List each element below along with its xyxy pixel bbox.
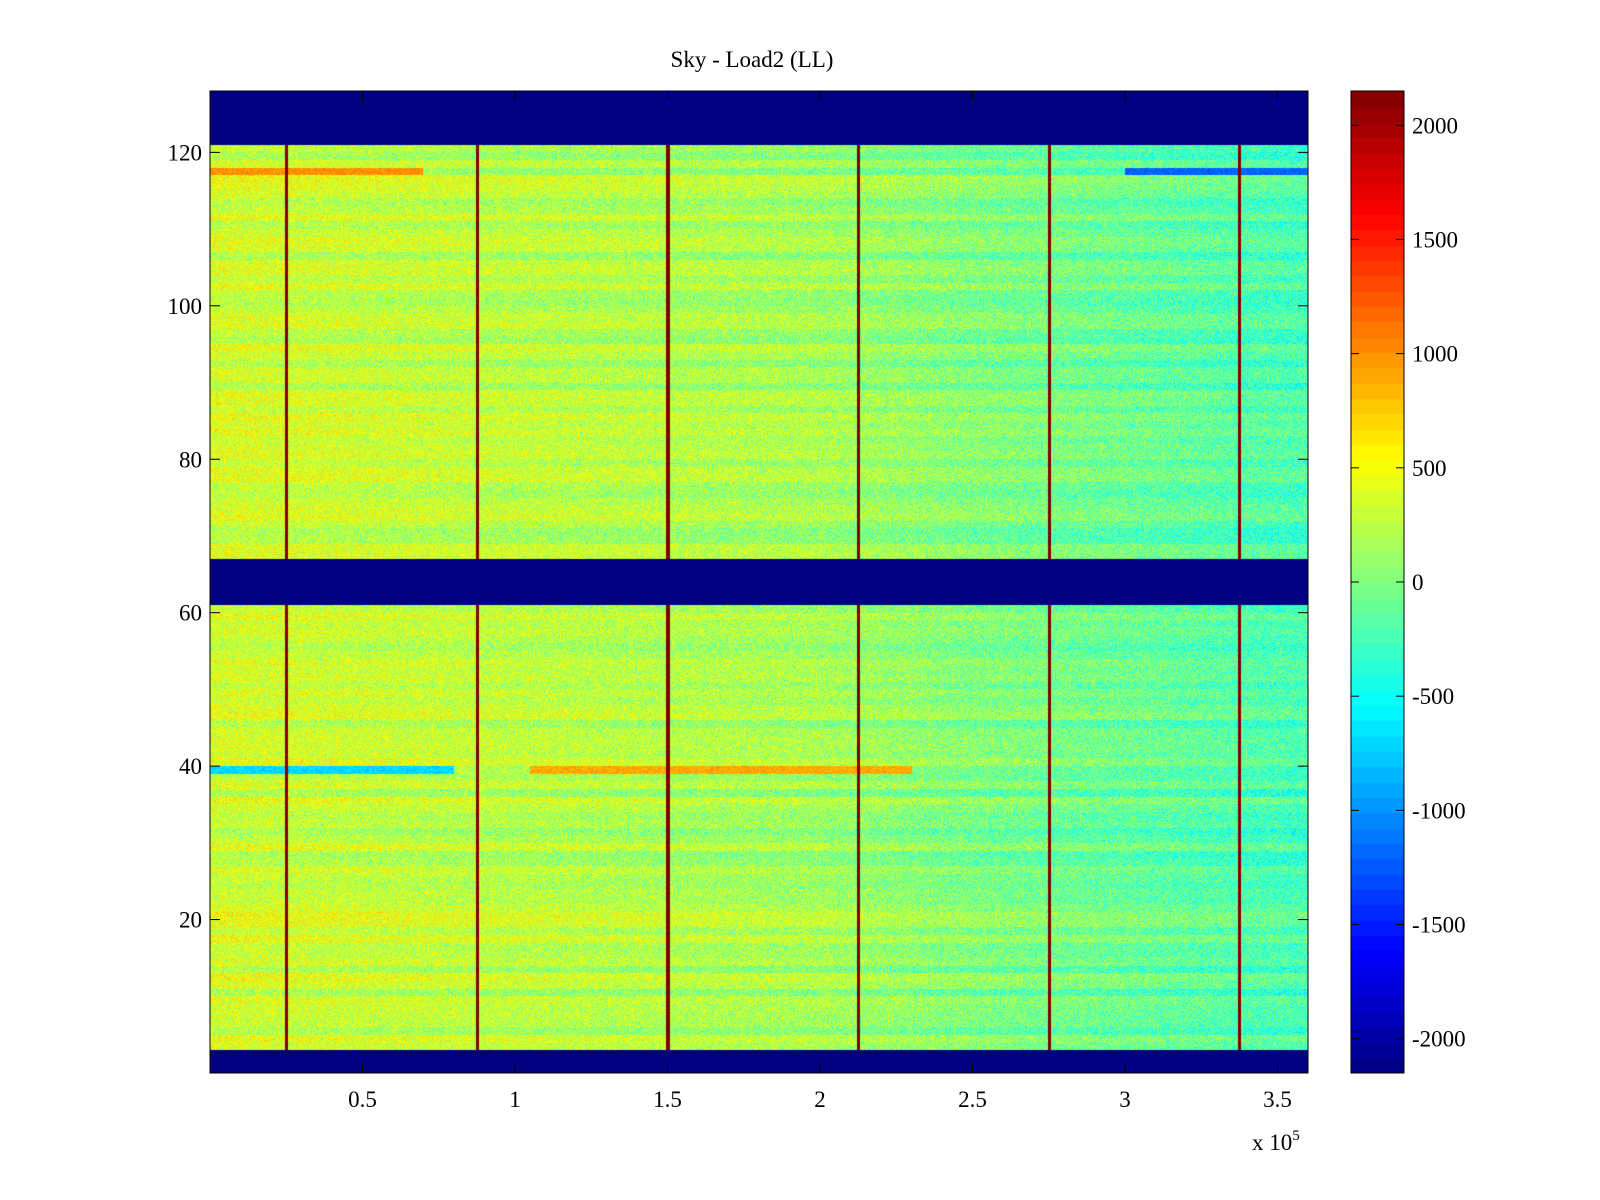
chart-title: Sky - Load2 (LL) (671, 47, 834, 72)
colorbar-tick-label-6: -1000 (1412, 798, 1466, 823)
colorbar: 2000 1500 1000 500 0 -500 -1000 -1500 -2000 (1350, 90, 1466, 1074)
colorbar-tick-label-8: -2000 (1412, 1027, 1466, 1052)
colorbar-tick-label-1: 1500 (1412, 227, 1458, 252)
x-multiplier-base: x 10 (1252, 1130, 1292, 1155)
svg-text:x 105: x 105 (1252, 1128, 1300, 1155)
x-tick-label-2: 1.5 (653, 1087, 682, 1112)
colorbar-tick-label-0: 2000 (1412, 113, 1458, 138)
colorbar-tick-label-5: -500 (1412, 684, 1454, 709)
x-tick-label-3: 2 (814, 1087, 826, 1112)
colorbar-tick-label-3: 500 (1412, 456, 1447, 481)
colorbar-tick-label-4: 0 (1412, 570, 1424, 595)
y-axis-ticks: 20 40 60 80 100 120 (168, 140, 1308, 933)
colorbar-ticks: 2000 1500 1000 500 0 -500 -1000 -1500 -2000 (1351, 113, 1466, 1052)
heatmap-plot: 0.5 1 1.5 2 2.5 3 3.5 20 40 60 80 100 120 x 105 (168, 90, 1309, 1155)
y-tick-label-0: 20 (179, 908, 202, 933)
colorbar-gradient (1351, 91, 1404, 1073)
x-multiplier-exponent: 5 (1292, 1128, 1300, 1144)
y-tick-label-5: 120 (168, 140, 203, 165)
x-tick-label-1: 1 (509, 1087, 521, 1112)
colorbar-tick-label-7: -1500 (1412, 913, 1466, 938)
plot-frame (209, 90, 1309, 1074)
x-tick-label-5: 3 (1119, 1087, 1131, 1112)
colorbar-tick-label-2: 1000 (1412, 342, 1458, 367)
y-tick-label-4: 100 (168, 294, 203, 319)
x-tick-label-0: 0.5 (348, 1087, 377, 1112)
heatmap-image (210, 91, 1308, 1073)
x-tick-label-6: 3.5 (1263, 1087, 1292, 1112)
x-axis-multiplier: x 105 (1252, 1128, 1300, 1155)
x-axis-ticks: 0.5 1 1.5 2 2.5 3 3.5 (348, 91, 1292, 1112)
y-tick-label-1: 40 (179, 754, 202, 779)
x-tick-label-4: 2.5 (958, 1087, 987, 1112)
y-tick-label-3: 80 (179, 447, 202, 472)
y-tick-label-2: 60 (179, 601, 202, 626)
